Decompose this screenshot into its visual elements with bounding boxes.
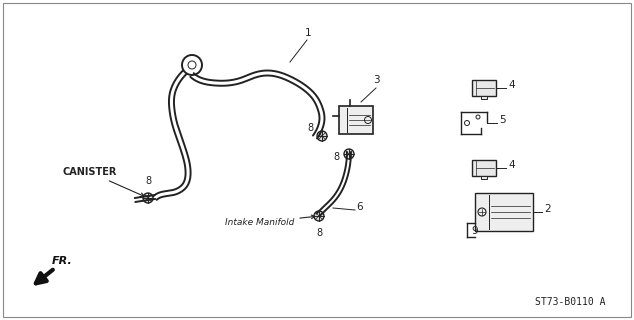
Text: 6: 6 <box>356 202 363 212</box>
Text: 8: 8 <box>308 123 314 133</box>
Text: CANISTER: CANISTER <box>62 167 145 196</box>
Bar <box>481 96 487 99</box>
Text: 4: 4 <box>508 80 515 90</box>
Text: 5: 5 <box>499 115 506 125</box>
Circle shape <box>317 131 327 141</box>
Circle shape <box>143 193 153 203</box>
Bar <box>339 106 373 134</box>
Text: 9: 9 <box>472 226 478 236</box>
Text: 8: 8 <box>334 152 340 162</box>
Text: 2: 2 <box>544 204 550 214</box>
Bar <box>481 176 487 179</box>
Text: 4: 4 <box>508 160 515 170</box>
Text: 8: 8 <box>316 228 322 238</box>
Circle shape <box>344 149 354 159</box>
Bar <box>475 193 533 231</box>
Text: ST73-B0110 A: ST73-B0110 A <box>534 297 605 307</box>
Text: 3: 3 <box>373 75 379 85</box>
Text: 8: 8 <box>145 176 151 186</box>
Text: 1: 1 <box>305 28 311 38</box>
Bar <box>472 80 496 96</box>
Bar <box>472 160 496 176</box>
Text: FR.: FR. <box>52 256 73 266</box>
Circle shape <box>314 211 324 221</box>
Text: Intake Manifold: Intake Manifold <box>225 215 315 227</box>
